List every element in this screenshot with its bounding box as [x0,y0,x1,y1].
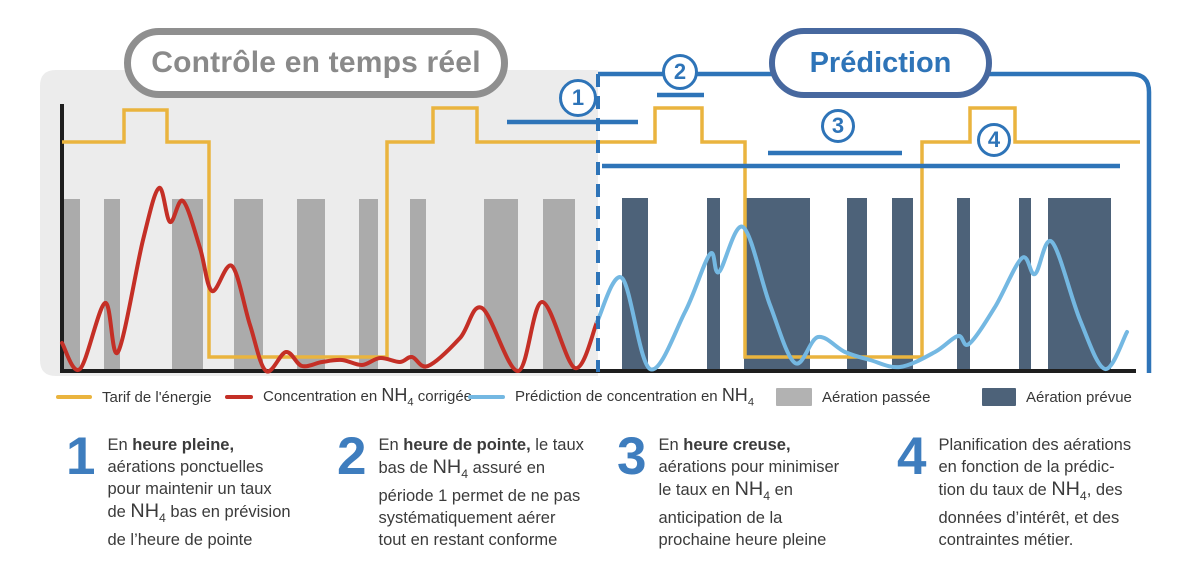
aeration-passee-box-swatch [776,388,812,406]
past-aeration-bar [172,199,203,370]
step-2-number: 2 [337,427,367,486]
aeration-prevue-box-swatch [982,388,1016,406]
step-4: 4 Planification des aérations en fonction… [897,427,1131,551]
legend-item-nh4-corrigee: Concentration en NH4 corrigée [225,385,472,409]
step-text-line: En heure pleine, [107,436,235,454]
legend-label-tarif: Tarif de l'énergie [102,388,212,406]
marker-circle-1: 1 [559,79,597,117]
planned-aeration-bar [847,198,867,370]
step-text-line: de NH4 bas en prévision [107,500,291,525]
planned-aeration-bar [957,198,970,370]
marker-4-number: 4 [987,127,1001,152]
nh4-corrigee-line-swatch [225,395,253,399]
step-text-line: anticipation de la [658,508,783,527]
prediction-region-label: Prédiction [809,46,952,79]
legend-item-aeration-prevue: Aération prévue [982,386,1132,408]
step-text-line: aérations ponctuelles [107,458,264,476]
chart-canvas [40,70,1152,376]
planned-aeration-bar [744,198,810,370]
legend-item-aeration-passee: Aération passée [776,386,930,408]
marker-circle-2: 2 [662,54,698,90]
step-text-line: période 1 permet de ne pas [378,486,581,505]
step-text-line: En heure creuse, [658,436,791,454]
step-text-line: pour maintenir un taux [107,480,272,498]
step-text-line: données d’intérêt, et des [938,508,1120,527]
planned-aeration-bar [707,198,720,370]
step-2: 2 En heure de pointe, le taux bas de NH4 … [337,427,584,551]
prediction-region-pill: Prédiction [769,28,992,98]
planned-aeration-bar [1048,198,1111,370]
step-text-line: bas de NH4 assuré en [378,456,546,481]
step-3-number: 3 [617,427,647,486]
marker-1-number: 1 [571,85,585,110]
marker-2-number: 2 [673,59,687,84]
step-text-line: tout en restant conforme [378,530,558,549]
nh4-prediction-line [595,224,1129,372]
legend-label-nh4-prediction: Prédiction de concentration en NH4 [515,385,755,409]
nh4-prediction-line-swatch [468,395,505,399]
step-1-number: 1 [66,427,96,486]
control-region-label: Contrôle en temps réel [151,46,481,79]
step-text-line: tion du taux de NH4, des [938,478,1123,503]
step-text-line: prochaine heure pleine [658,530,827,549]
nh4-corrected-line [60,185,599,374]
past-aeration-bar [297,199,325,370]
planned-aeration-bar [892,198,913,370]
prediction-region-border [598,71,1152,373]
legend-item-tarif: Tarif de l'énergie [56,386,212,408]
marker-circle-4: 4 [977,123,1011,157]
legend-item-nh4-prediction: Prédiction de concentration en NH4 [468,385,755,409]
legend-label-aeration-passee: Aération passée [822,388,931,406]
step-1: 1 En heure pleine, aérations ponctuelles p… [66,427,291,551]
step-text-line: En heure de pointe, le taux [378,436,584,454]
marker-circle-3: 3 [821,109,855,143]
tariff-line [62,106,1140,359]
control-region-pill: Contrôle en temps réel [124,28,508,98]
marker-3-number: 3 [831,113,845,138]
step-text-line: en fonction de la prédic- [938,458,1115,476]
past-aeration-bar [63,199,80,370]
past-aeration-bar [543,199,575,370]
step-3: 3 En heure creuse, aérations pour minimis… [617,427,839,551]
step-3-text: En heure creuse, aérations pour minimiser… [658,434,839,551]
step-1-text: En heure pleine, aérations ponctuelles pou… [107,434,290,551]
step-text-line: systématiquement aérer [378,508,556,527]
past-aeration-bar [104,199,120,370]
step-text-line: Planification des aérations [938,436,1132,454]
step-text-line: contraintes métier. [938,530,1074,549]
step-2-text: En heure de pointe, le taux bas de NH4 as… [378,434,583,551]
legend-label-nh4-corrigee: Concentration en NH4 corrigée [263,385,472,409]
step-text-line: aérations pour minimiser [658,458,840,476]
step-text-line: le taux en NH4 en [658,478,793,503]
tarif-line-swatch [56,395,92,399]
step-4-number: 4 [897,427,927,486]
step-4-text: Planification des aérations en fonction d… [938,434,1131,551]
step-text-line: de l’heure de pointe [107,530,253,549]
past-aeration-bar [359,199,378,370]
planned-aeration-bar [1019,198,1031,370]
legend-label-aeration-prevue: Aération prévue [1026,388,1132,406]
past-aeration-bar [410,199,426,370]
